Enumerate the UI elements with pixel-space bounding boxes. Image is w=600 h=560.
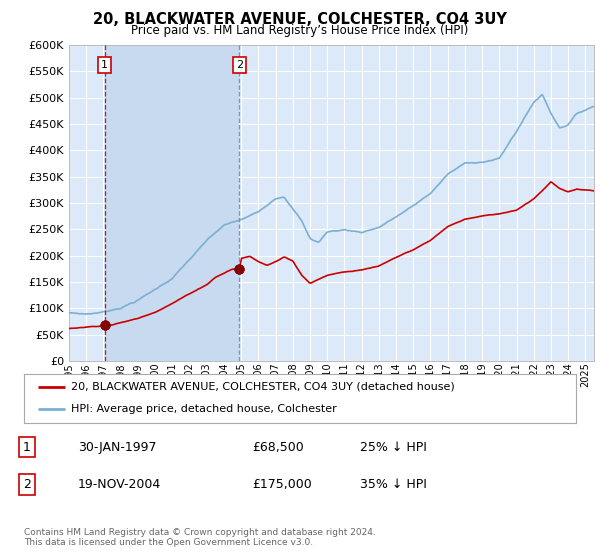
Bar [105, 45, 239, 361]
Text: £68,500: £68,500 [252, 441, 304, 454]
Text: 25% ↓ HPI: 25% ↓ HPI [360, 441, 427, 454]
Text: 2: 2 [23, 478, 31, 491]
Text: 1: 1 [101, 60, 109, 71]
Text: 20, BLACKWATER AVENUE, COLCHESTER, CO4 3UY (detached house): 20, BLACKWATER AVENUE, COLCHESTER, CO4 3… [71, 382, 455, 392]
Text: Contains HM Land Registry data © Crown copyright and database right 2024.
This d: Contains HM Land Registry data © Crown c… [24, 528, 376, 547]
Text: 30-JAN-1997: 30-JAN-1997 [78, 441, 157, 454]
Text: 35% ↓ HPI: 35% ↓ HPI [360, 478, 427, 491]
Text: 19-NOV-2004: 19-NOV-2004 [78, 478, 161, 491]
Text: Price paid vs. HM Land Registry’s House Price Index (HPI): Price paid vs. HM Land Registry’s House … [131, 24, 469, 36]
Text: HPI: Average price, detached house, Colchester: HPI: Average price, detached house, Colc… [71, 404, 337, 414]
Text: 1: 1 [23, 441, 31, 454]
Text: 20, BLACKWATER AVENUE, COLCHESTER, CO4 3UY: 20, BLACKWATER AVENUE, COLCHESTER, CO4 3… [93, 12, 507, 27]
Text: £175,000: £175,000 [252, 478, 312, 491]
Text: 2: 2 [236, 60, 243, 71]
